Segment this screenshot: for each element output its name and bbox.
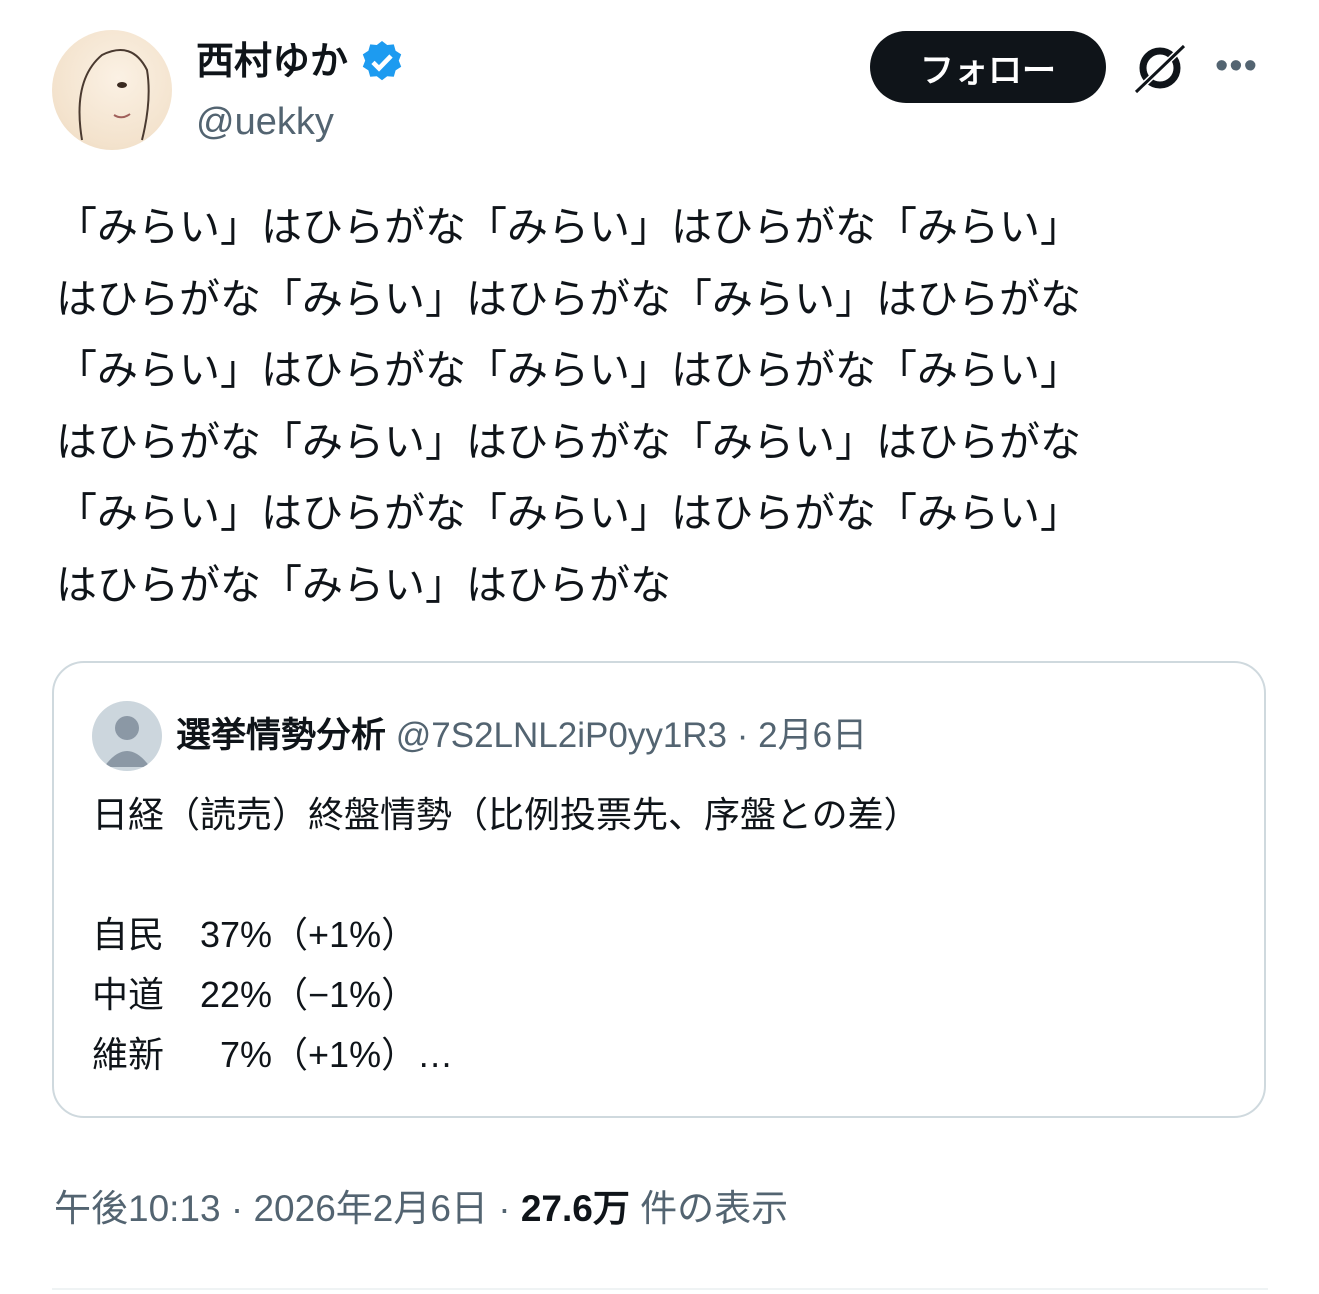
quoted-line: 中道 22%（−1%）: [92, 974, 418, 1015]
verified-badge-icon: [362, 41, 402, 81]
quoted-date: 2月6日: [758, 716, 868, 755]
quoted-author-avatar: [92, 701, 162, 771]
quoted-text: 日経（読売）終盤情勢（比例投票先、序盤との差） 自民 37%（+1%） 中道 22%…: [92, 785, 920, 1085]
quoted-author-name: 選挙情勢分析: [176, 716, 387, 755]
more-options-icon[interactable]: •••: [1215, 45, 1258, 87]
tweet-line: はひらがな「みらい」はひらがな: [56, 561, 671, 608]
default-avatar-icon: [104, 716, 150, 767]
quoted-line: 自民 37%（+1%）: [92, 914, 418, 955]
author-avatar[interactable]: [52, 30, 172, 150]
tweet-meta: 午後10:13 · 2026年2月6日 · 27.6万 件の表示: [54, 1184, 788, 1234]
separator: ·: [487, 1188, 521, 1229]
tweet-line: はひらがな「みらい」はひらがな「みらい」はひらがな: [56, 275, 1081, 322]
quoted-tweet[interactable]: 選挙情勢分析 @7S2LNL2iP0yy1R3 · 2月6日 日経（読売）終盤情…: [52, 661, 1266, 1118]
view-count: 27.6万: [520, 1188, 630, 1229]
quoted-line: 日経（読売）終盤情勢（比例投票先、序盤との差）: [92, 794, 920, 835]
tweet-line: 「みらい」はひらがな「みらい」はひらがな「みらい」: [56, 204, 1081, 250]
quoted-author-handle: @7S2LNL2iP0yy1R3: [395, 716, 728, 755]
views-label: 件の表示: [629, 1188, 789, 1229]
quoted-line: 維新 7%（+1%）…: [92, 1034, 454, 1075]
tweet-text: 「みらい」はひらがな「みらい」はひらがな「みらい」 はひらがな「みらい」はひらがな…: [56, 192, 1081, 621]
quoted-header: 選挙情勢分析 @7S2LNL2iP0yy1R3 · 2月6日: [176, 713, 867, 759]
tweet-line: 「みらい」はひらがな「みらい」はひらがな「みらい」: [56, 490, 1081, 536]
author-handle[interactable]: @uekky: [196, 101, 334, 143]
grok-icon[interactable]: [1130, 40, 1190, 96]
separator: ·: [220, 1188, 254, 1229]
avatar-illustration: [78, 49, 150, 141]
quoted-line: [92, 845, 920, 905]
tweet-line: はひらがな「みらい」はひらがな「みらい」はひらがな: [56, 418, 1081, 465]
author-name[interactable]: 西村ゆか: [196, 38, 406, 86]
tweet-line: 「みらい」はひらがな「みらい」はひらがな「みらい」: [56, 347, 1081, 393]
divider: [52, 1288, 1268, 1290]
post-date[interactable]: 2026年2月6日: [253, 1188, 488, 1229]
post-time[interactable]: 午後10:13: [54, 1188, 221, 1229]
separator: ·: [736, 716, 749, 755]
author-name-text: 西村ゆか: [196, 41, 349, 83]
follow-button[interactable]: フォロー: [870, 31, 1106, 103]
